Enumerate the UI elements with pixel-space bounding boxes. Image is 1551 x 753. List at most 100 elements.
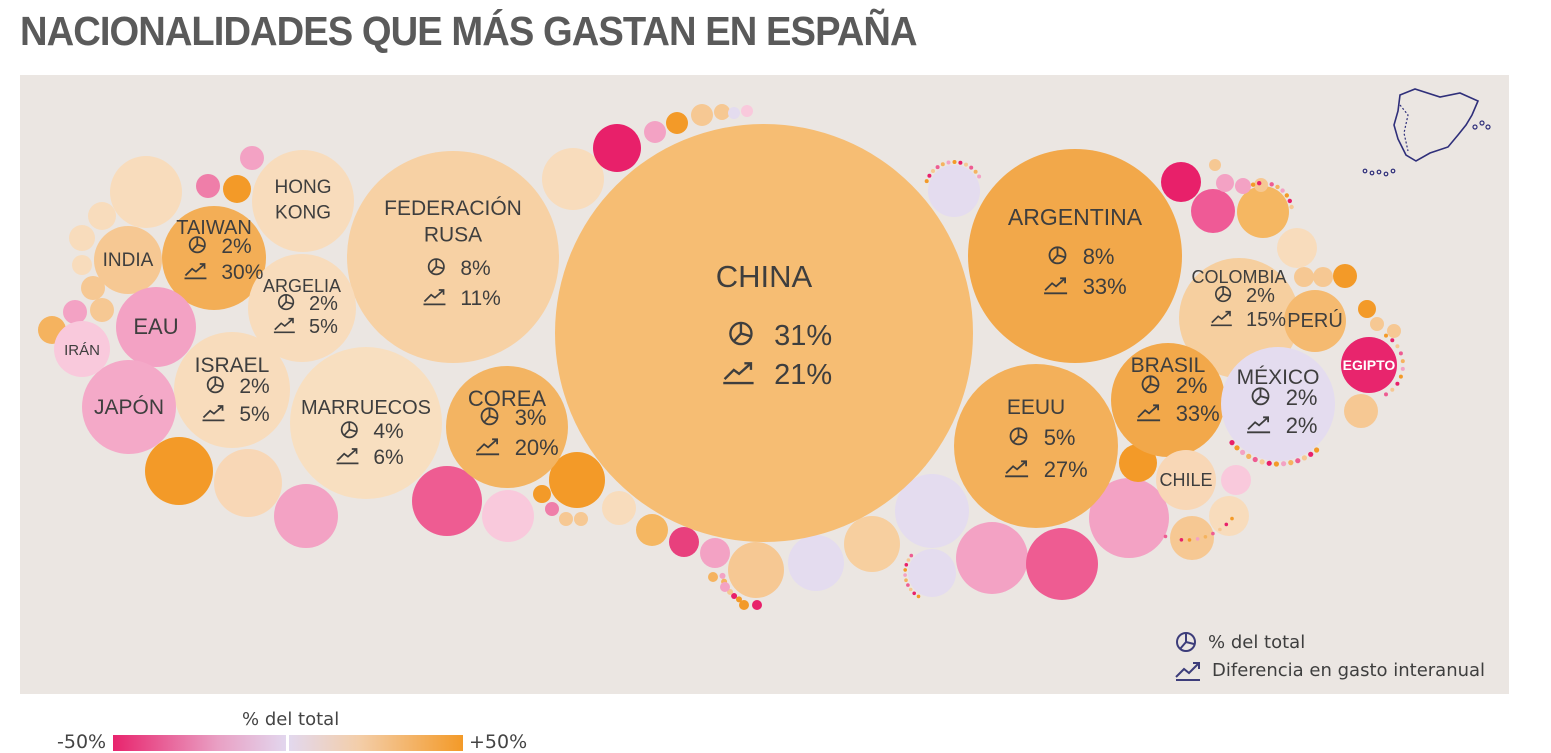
bubble-share-colombia: 2% [1246, 285, 1275, 307]
dot [906, 558, 911, 562]
dot [1398, 374, 1403, 379]
bubble-bg-48 [1358, 300, 1376, 318]
bubble-growth-argentina: 33% [1083, 274, 1127, 299]
dot [909, 553, 914, 558]
pie-icon [1141, 375, 1160, 394]
bubble-china [555, 124, 973, 542]
pie-icon [1176, 632, 1196, 652]
bubble-growth-argelia: 5% [309, 316, 338, 338]
bubble-bg-11 [145, 437, 213, 505]
dot [1284, 193, 1290, 198]
bubble-label-corea: COREA [468, 386, 547, 411]
bubble-bg-32 [1089, 478, 1169, 558]
bubble-share-taiwan: 2% [221, 235, 251, 258]
dot [931, 169, 935, 173]
bubble-bg-59 [728, 107, 740, 119]
dot [964, 162, 968, 167]
dot [952, 160, 957, 164]
bubble-bg-16 [549, 452, 605, 508]
bubble-share-argentina: 8% [1083, 244, 1115, 269]
bubble-bg-4 [88, 202, 116, 230]
bubble-bg-12 [214, 449, 282, 517]
bubble-bg-39 [1313, 267, 1333, 287]
trend-icon [336, 448, 359, 465]
bubble-marruecos [290, 347, 442, 499]
pie-icon [1048, 246, 1067, 265]
dot [1229, 440, 1235, 446]
bubble-bg-55 [644, 121, 666, 143]
bubble-bg-24 [700, 538, 730, 568]
trend-icon [1175, 662, 1200, 681]
bubble-growth-federacion-rusa: 11% [460, 287, 500, 310]
dot [1203, 535, 1208, 539]
bubble-bg-58 [714, 104, 730, 120]
bubble-bg-51 [1209, 159, 1221, 171]
bubble-share-china: 31% [774, 320, 832, 352]
bubble-bg-20 [574, 512, 588, 526]
trend-icon [723, 362, 754, 385]
dot [1234, 445, 1240, 451]
dot [946, 160, 951, 165]
bubble-bg-25 [728, 542, 784, 598]
dot [940, 162, 945, 167]
bubble-japon [82, 360, 176, 454]
dot [1179, 538, 1184, 542]
bubble-bg-27 [844, 516, 900, 572]
bubble-label-federacion-rusa: FEDERACIÓN RUSA [384, 197, 522, 246]
bubble-india [94, 226, 162, 294]
dot [1287, 198, 1293, 204]
pie-icon [188, 236, 206, 254]
pie-icon [1251, 387, 1270, 406]
bubble-bg-45 [1216, 174, 1234, 192]
trend-icon [1044, 277, 1068, 295]
bubble-chart: CHINA 31% 21% ARGENTINA 8% 33% FEDERACIÓN RUSA 8… [38, 88, 1491, 610]
dot [912, 591, 916, 596]
bubble-bg-41 [1277, 228, 1317, 268]
dot [1280, 188, 1285, 193]
dot [1269, 182, 1274, 187]
dot [1195, 537, 1200, 541]
dot [1295, 458, 1301, 464]
legend-growth-label: Diferencia en gasto interanual [1212, 659, 1486, 681]
background-bubbles [38, 104, 1401, 600]
bubble-share-marruecos: 4% [373, 420, 403, 443]
bubble-bg-2 [196, 174, 220, 198]
dot [1273, 461, 1279, 467]
bubble-peru [1284, 290, 1346, 352]
dot [1257, 181, 1262, 186]
bubble-federacion-rusa [347, 151, 559, 363]
bubble-label-peru: PERÚ [1287, 309, 1343, 332]
pie-icon [340, 421, 358, 439]
bubble-growth-corea: 20% [515, 435, 559, 460]
pie-icon [427, 258, 445, 276]
color-scale-midpoint [286, 733, 289, 753]
trend-icon [202, 405, 225, 422]
color-scale-title: % del total [242, 709, 340, 730]
trend-icon [273, 317, 295, 334]
trend-icon [476, 438, 500, 456]
dot [969, 165, 974, 170]
bubble-bg-37 [1344, 394, 1378, 428]
bubble-bg-52 [928, 165, 980, 217]
bubble-bg-44 [1161, 162, 1201, 202]
bubble-share-israel: 2% [239, 375, 269, 398]
dot [1398, 351, 1403, 356]
bubble-growth-mexico: 2% [1286, 413, 1318, 438]
bubble-bg-17 [533, 485, 551, 503]
bubble-bg-49 [1370, 317, 1384, 331]
bubble-bg-28 [895, 474, 969, 548]
country-bubbles [54, 124, 1397, 542]
bubble-label-japon: JAPÓN [94, 396, 164, 419]
bubble-egipto [1341, 337, 1397, 393]
dot [1218, 527, 1222, 532]
bubble-bg-6 [72, 255, 92, 275]
bubble-label-colombia: COLOMBIA [1191, 267, 1286, 287]
dot [1230, 516, 1234, 521]
dot [1288, 460, 1294, 466]
dot [1171, 536, 1176, 541]
color-scale-min: -50% [57, 731, 107, 753]
dot [1308, 451, 1314, 457]
pie-icon [206, 376, 224, 394]
bubble-bg-42 [1237, 186, 1289, 238]
dot [1246, 453, 1252, 459]
